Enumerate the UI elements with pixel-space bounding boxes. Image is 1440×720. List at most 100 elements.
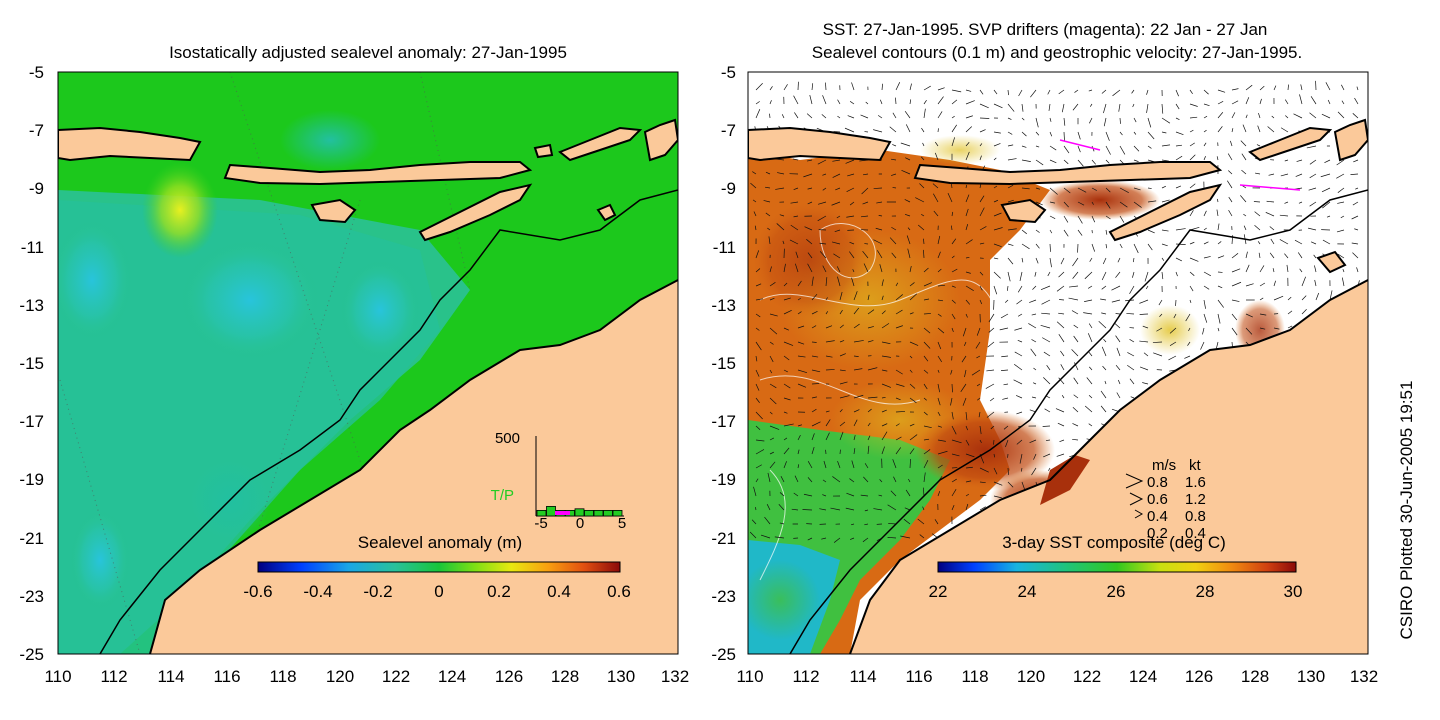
velocity-arrow (881, 409, 887, 413)
velocity-arrow (811, 276, 814, 287)
velocity-arrow (1091, 243, 1096, 252)
velocity-arrow (1105, 159, 1110, 164)
left-lon-tick-9: 126 (495, 667, 523, 686)
velocity-arrow (951, 383, 953, 393)
velocity-arrow (822, 95, 827, 105)
velocity-arrow (817, 201, 827, 205)
velocity-arrow (1072, 406, 1079, 413)
right-panel-title-line2: Sealevel contours (0.1 m) and geostrophi… (812, 43, 1302, 62)
velocity-arrow (993, 257, 999, 260)
velocity-arrow (776, 223, 785, 231)
right-lon-tick-8: 124 (1129, 667, 1157, 686)
velocity-arrow (1265, 212, 1275, 217)
velocity-arrow (1030, 348, 1037, 357)
velocity-arrow (1284, 253, 1289, 259)
velocity-arrow (839, 369, 846, 372)
velocity-arrow (822, 187, 827, 191)
velocity-arrow (839, 409, 843, 413)
velocity-arrow (1086, 377, 1093, 385)
velocity-arrow (892, 459, 897, 469)
velocity-arrow (1185, 313, 1191, 322)
velocity-arrow (951, 115, 955, 119)
velocity-arrow (909, 341, 919, 346)
velocity-arrow (881, 369, 888, 372)
velocity-arrow (783, 411, 788, 414)
velocity-arrow (867, 435, 871, 441)
velocity-arrow (825, 297, 828, 301)
velocity-arrow (1056, 453, 1065, 457)
velocity-arrow (951, 478, 957, 483)
velocity-arrow (755, 109, 761, 119)
velocity-arrow (1309, 201, 1317, 207)
velocity-arrow (1327, 99, 1331, 105)
velocity-arrow (1007, 158, 1017, 161)
velocity-arrow (1049, 145, 1057, 151)
velocity-arrow (834, 229, 841, 232)
velocity-arrow (1254, 211, 1261, 217)
velocity-arrow (846, 215, 855, 218)
velocity-arrow (1231, 313, 1238, 321)
velocity-arrow (947, 192, 953, 203)
velocity-arrow (825, 369, 835, 371)
velocity-arrow (817, 215, 827, 222)
velocity-arrow (937, 284, 946, 287)
velocity-arrow (1175, 228, 1186, 231)
velocity-arrow (851, 460, 855, 469)
velocity-arrow (1133, 243, 1139, 254)
velocity-arrow (895, 447, 902, 455)
velocity-arrow (1035, 257, 1039, 264)
velocity-arrow (811, 355, 819, 358)
velocity-arrow (1259, 98, 1262, 105)
velocity-arrow (923, 282, 932, 287)
velocity-arrow (1021, 103, 1024, 112)
velocity-arrow (853, 307, 860, 315)
velocity-arrow (755, 383, 760, 391)
velocity-arrow (1002, 397, 1009, 400)
velocity-arrow (1273, 280, 1276, 287)
velocity-arrow (1088, 89, 1093, 92)
velocity-arrow (934, 141, 939, 147)
velocity-arrow (797, 464, 800, 469)
velocity-arrow (769, 383, 777, 389)
velocity-arrow (895, 97, 897, 105)
velocity-arrow (937, 369, 940, 373)
velocity-arrow (993, 495, 1002, 499)
inset-xtick-neg5: -5 (534, 515, 547, 532)
velocity-arrow (1227, 180, 1233, 189)
velocity-arrow (1061, 103, 1065, 113)
velocity-arrow (937, 439, 946, 442)
sla-colorbar-label: Sealevel anomaly (m) (358, 533, 522, 552)
sla-tick-1: -0.6 (243, 582, 272, 601)
velocity-arrow (797, 341, 805, 345)
velocity-arrow (789, 239, 799, 245)
velocity-arrow (783, 297, 791, 301)
velocity-arrow (769, 86, 773, 91)
velocity-arrow (783, 447, 790, 455)
velocity-arrow (849, 241, 855, 245)
left-lon-axis: 110 112 114 116 118 120 122 124 126 128 … (44, 667, 689, 686)
velocity-arrow (1021, 159, 1031, 162)
velocity-arrow (965, 299, 971, 305)
velocity-arrow (1063, 117, 1066, 126)
velocity-arrow (1132, 257, 1135, 263)
velocity-arrow (937, 355, 943, 363)
velocity-arrow (825, 340, 835, 343)
right-lat-tick-3: -9 (721, 179, 736, 198)
velocity-arrow (1245, 313, 1253, 318)
velocity-arrow (783, 310, 792, 315)
velocity-arrow (919, 534, 925, 539)
velocity-arrow (862, 250, 869, 259)
velocity-arrow (804, 226, 813, 231)
velocity-arrow (769, 327, 778, 335)
velocity-arrow (825, 325, 833, 329)
velocity-arrow (965, 466, 973, 469)
velocity-arrow (1007, 184, 1014, 189)
velocity-arrow (1043, 453, 1051, 458)
plot-credit: CSIRO Plotted 30-Jun-2005 19:51 (1397, 381, 1416, 640)
velocity-arrow (1072, 103, 1079, 111)
velocity-arrow (807, 263, 813, 273)
velocity-arrow (1203, 271, 1211, 277)
velocity-arrow (1021, 145, 1027, 148)
speed-legend-kt-1: 1.6 (1185, 474, 1206, 491)
